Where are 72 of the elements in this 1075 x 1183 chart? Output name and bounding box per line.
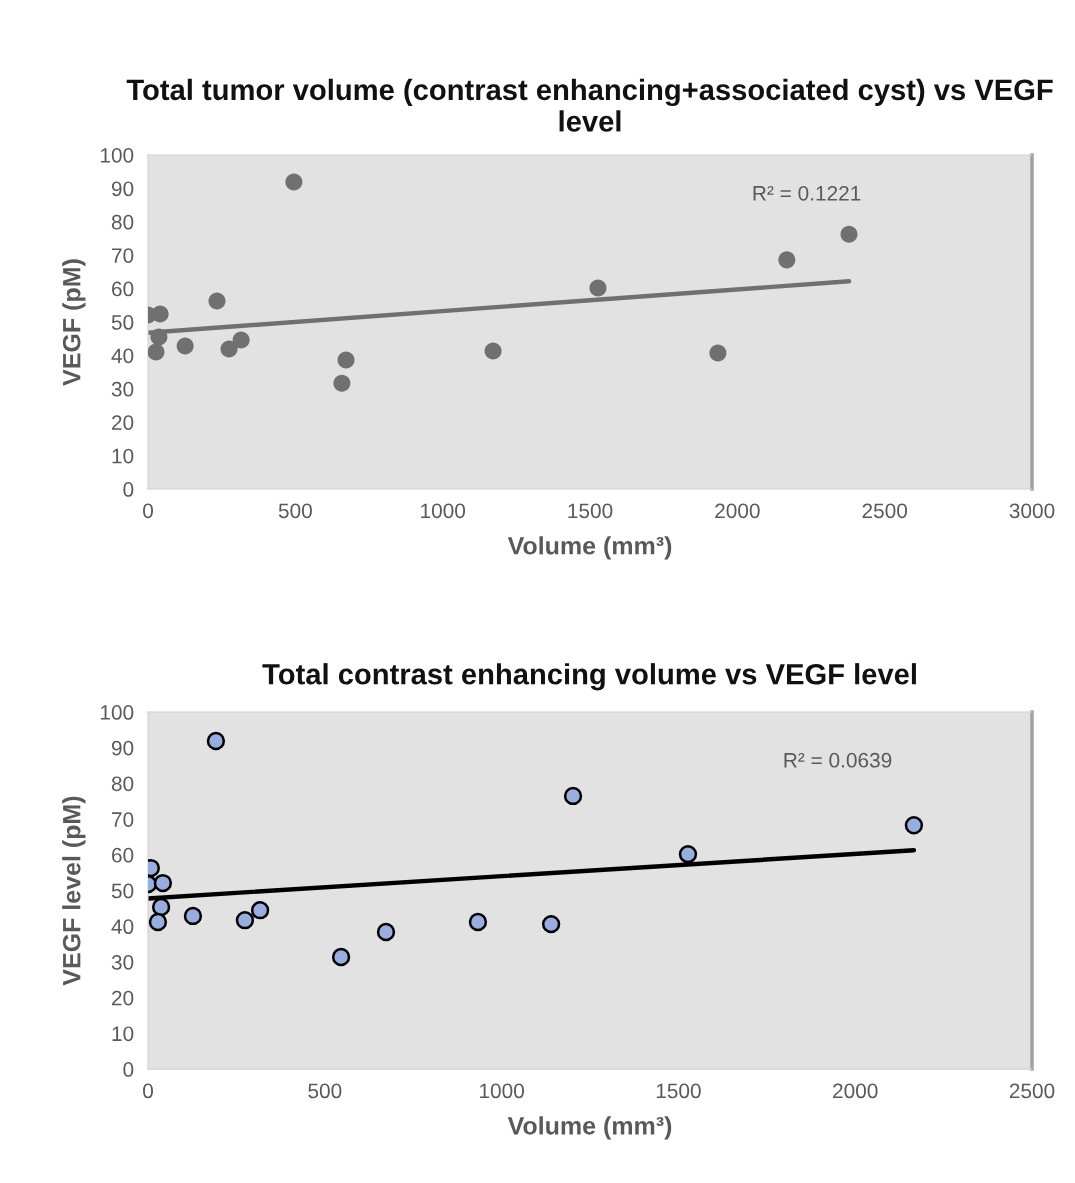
x-tick-label: 1000 — [480, 1083, 524, 1099]
y-tick-label: 30 — [111, 381, 134, 397]
point — [778, 251, 796, 269]
point — [206, 731, 226, 751]
point — [333, 374, 351, 392]
point — [150, 328, 168, 346]
point — [176, 337, 194, 355]
point — [840, 225, 858, 243]
y-tick-label: 0 — [123, 1062, 134, 1077]
point — [468, 912, 488, 932]
point — [220, 340, 238, 358]
y-tick-label: 40 — [111, 348, 134, 364]
y-tick-label: 90 — [111, 740, 134, 756]
y-tick-label: 60 — [112, 847, 134, 863]
y-tick-label: 80 — [111, 214, 134, 230]
point — [250, 901, 270, 920]
point — [484, 342, 502, 360]
y-tick-label: 90 — [111, 181, 134, 197]
y-tick-label: 10 — [112, 1026, 134, 1042]
x-tick-label: 0 — [143, 503, 154, 519]
x-tick-label: 3000 — [1009, 503, 1055, 519]
y-tick-label: 70 — [112, 248, 134, 263]
chart-title: Total contrast enhancing volume vs VEGF level — [262, 663, 916, 691]
point — [337, 351, 355, 369]
point — [678, 844, 698, 864]
y-tick-label: 50 — [111, 315, 134, 330]
point — [151, 305, 169, 323]
x-tick-label: 500 — [278, 503, 312, 519]
point — [208, 292, 226, 310]
chart-title: Total tumor volume (contrast enhancing+associated cyst) vs VEGF level — [126, 78, 1053, 132]
x-tick-label: 0 — [143, 1083, 154, 1099]
point — [148, 343, 165, 361]
point — [151, 897, 171, 917]
y-axis-title: VEGF (pM) — [62, 259, 86, 386]
y-tick-label: 100 — [100, 705, 134, 720]
point — [285, 173, 303, 191]
x-tick-label: 1500 — [568, 503, 613, 519]
point — [183, 906, 203, 926]
x-axis-title: Volume (mm³) — [507, 536, 672, 560]
x-axis-title: Volume (mm³) — [507, 1116, 672, 1140]
point — [232, 331, 250, 349]
point — [331, 947, 351, 967]
y-tick-label: 60 — [112, 281, 134, 297]
y-tick-label: 70 — [112, 812, 134, 827]
point — [541, 914, 561, 934]
y-tick-label: 50 — [111, 883, 134, 899]
point — [153, 873, 173, 893]
x-tick-label: 2000 — [833, 1083, 878, 1099]
annotation: R² = 0.1221 — [753, 185, 861, 201]
x-tick-label: 1000 — [421, 503, 466, 519]
x-tick-label: 2500 — [862, 503, 908, 519]
point — [376, 922, 396, 942]
point — [148, 912, 168, 932]
x-tick-label: 1500 — [656, 1083, 701, 1099]
point — [589, 279, 607, 297]
y-tick-label: 20 — [112, 990, 134, 1006]
x-tick-label: 2000 — [715, 503, 760, 519]
x-tick-label: 500 — [308, 1083, 342, 1099]
point — [235, 911, 255, 930]
y-tick-label: 20 — [112, 415, 134, 430]
y-tick-label: 80 — [111, 776, 134, 792]
annotation: R² = 0.0639 — [784, 752, 892, 768]
y-axis-title: VEGF level (pM) — [62, 796, 86, 986]
y-tick-label: 0 — [123, 482, 134, 497]
point — [563, 786, 583, 806]
y-tick-label: 30 — [111, 954, 134, 970]
point — [904, 816, 924, 835]
y-tick-label: 40 — [111, 919, 134, 935]
x-tick-label: 2500 — [1009, 1083, 1055, 1099]
y-tick-label: 10 — [112, 448, 134, 464]
point — [709, 344, 727, 362]
y-tick-label: 100 — [100, 147, 134, 163]
